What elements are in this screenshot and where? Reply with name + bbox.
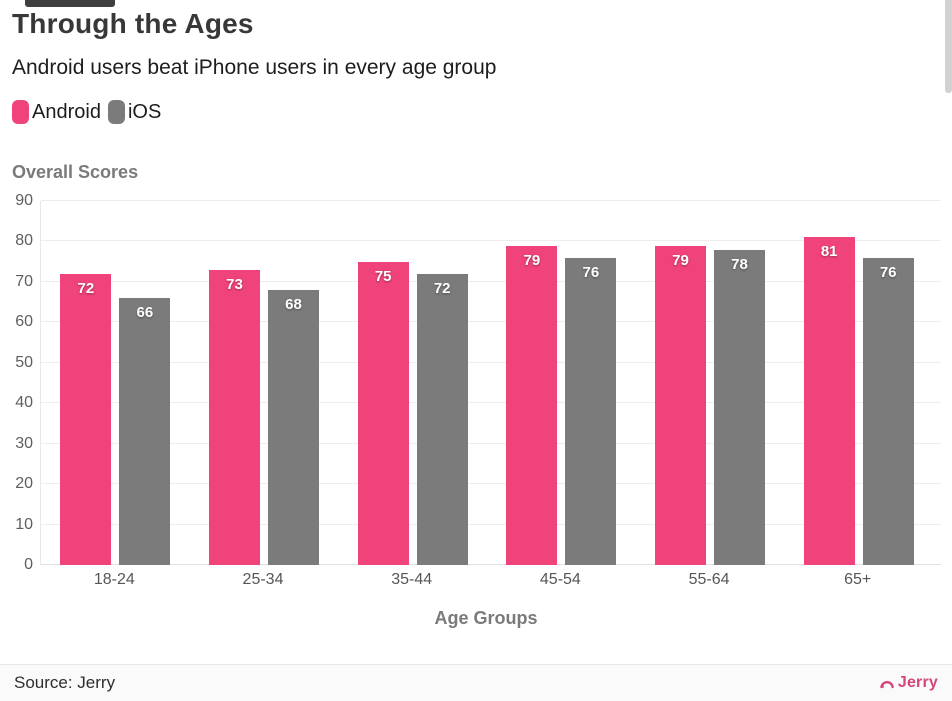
legend: Android iOS	[12, 100, 161, 124]
legend-label: Android	[32, 100, 101, 123]
y-tick-label: 10	[15, 515, 33, 533]
y-axis-labels: 0 10 20 30 40 50 60 70 80 90	[0, 192, 33, 573]
y-tick-label: 90	[15, 192, 33, 209]
gridline	[41, 402, 941, 404]
y-tick-label: 70	[15, 272, 33, 290]
bar-value-label: 76	[582, 263, 600, 281]
gridline	[41, 240, 941, 242]
y-tick-label: 40	[15, 394, 33, 412]
bar-ios-65+: 76	[862, 257, 914, 565]
gridline	[41, 280, 941, 282]
bar-ios-55-64: 78	[714, 249, 766, 565]
bar-value-label: 73	[226, 275, 243, 293]
page-title: Through the Ages	[12, 8, 254, 39]
legend-item-android: Android	[12, 100, 101, 124]
legend-label: iOS	[127, 100, 162, 123]
chart-subtitle: Android users beat iPhone users in every…	[12, 56, 497, 79]
y-tick-label: 30	[15, 434, 33, 452]
bar-value-label: 72	[77, 279, 95, 297]
brand-name: Jerry	[897, 674, 938, 691]
bar-value-label: 79	[672, 251, 689, 269]
y-tick-label: 50	[15, 353, 33, 371]
bar-group-35-44: 75 72	[338, 201, 487, 565]
cropped-element-artifact	[25, 0, 115, 7]
bar-android-18-24: 72	[60, 273, 112, 565]
y-tick-label: 0	[24, 556, 33, 573]
bar-value-label: 66	[136, 304, 154, 322]
footer: Source: Jerry Jerry	[0, 664, 952, 701]
bar-group-65+: 81 76	[784, 201, 933, 565]
bar-group-18-24: 72 66	[41, 201, 190, 565]
gridline	[41, 442, 941, 444]
y-tick-label: 60	[15, 313, 33, 331]
brand-logo: Jerry	[879, 674, 938, 692]
bar-value-label: 68	[285, 295, 302, 313]
legend-item-ios: iOS	[107, 100, 162, 124]
x-axis-labels: 18-24 25-34 35-44 45-54 55-64 65+	[40, 571, 932, 589]
bar-group-55-64: 79 78	[636, 201, 785, 565]
y-axis-title: Overall Scores	[12, 162, 139, 182]
bar-value-label: 76	[879, 263, 897, 281]
bar-android-35-44: 75	[357, 261, 409, 565]
gridline	[41, 564, 941, 565]
bar-android-65+: 81	[803, 237, 855, 565]
bar-android-25-34: 73	[209, 269, 260, 565]
gridline	[41, 483, 941, 485]
x-tick-label: 65+	[844, 571, 872, 588]
bar-android-45-54: 79	[506, 245, 558, 565]
gridline	[41, 361, 941, 363]
gridline	[41, 523, 941, 525]
scrollbar-thumb[interactable]	[945, 0, 952, 93]
x-tick-label: 35-44	[391, 571, 433, 588]
x-axis-title: Age Groups	[434, 608, 538, 628]
bar-group-25-34: 73 68	[190, 201, 339, 565]
jerry-arc-icon	[879, 677, 895, 690]
bar-value-label: 78	[731, 255, 748, 273]
x-tick-label: 18-24	[93, 571, 135, 588]
bar-android-55-64: 79	[655, 245, 707, 565]
bar-value-label: 72	[433, 279, 451, 297]
x-tick-label: 55-64	[688, 571, 730, 588]
bar-ios-18-24: 66	[119, 298, 171, 565]
legend-swatch-icon	[12, 100, 29, 124]
bar-ios-35-44: 72	[416, 273, 468, 565]
gridline	[41, 321, 941, 323]
bar-group-45-54: 79 76	[487, 201, 636, 565]
x-tick-label: 45-54	[539, 571, 581, 588]
bar-value-label: 75	[374, 267, 392, 285]
x-tick-label: 25-34	[242, 571, 284, 588]
source-credit: Source: Jerry	[14, 673, 116, 692]
plot-area: 72 66 73 68 75 72 79 76 79 78 81 76	[40, 200, 941, 565]
bar-value-label: 81	[820, 243, 838, 261]
bar-groups: 72 66 73 68 75 72 79 76 79 78 81 76	[41, 201, 933, 565]
y-tick-label: 20	[15, 475, 33, 493]
legend-swatch-icon	[107, 100, 125, 124]
bar-value-label: 79	[523, 251, 541, 269]
bar-ios-45-54: 76	[565, 257, 617, 565]
gridline	[41, 200, 941, 201]
bar-ios-25-34: 68	[268, 289, 319, 565]
y-tick-label: 80	[15, 232, 33, 250]
